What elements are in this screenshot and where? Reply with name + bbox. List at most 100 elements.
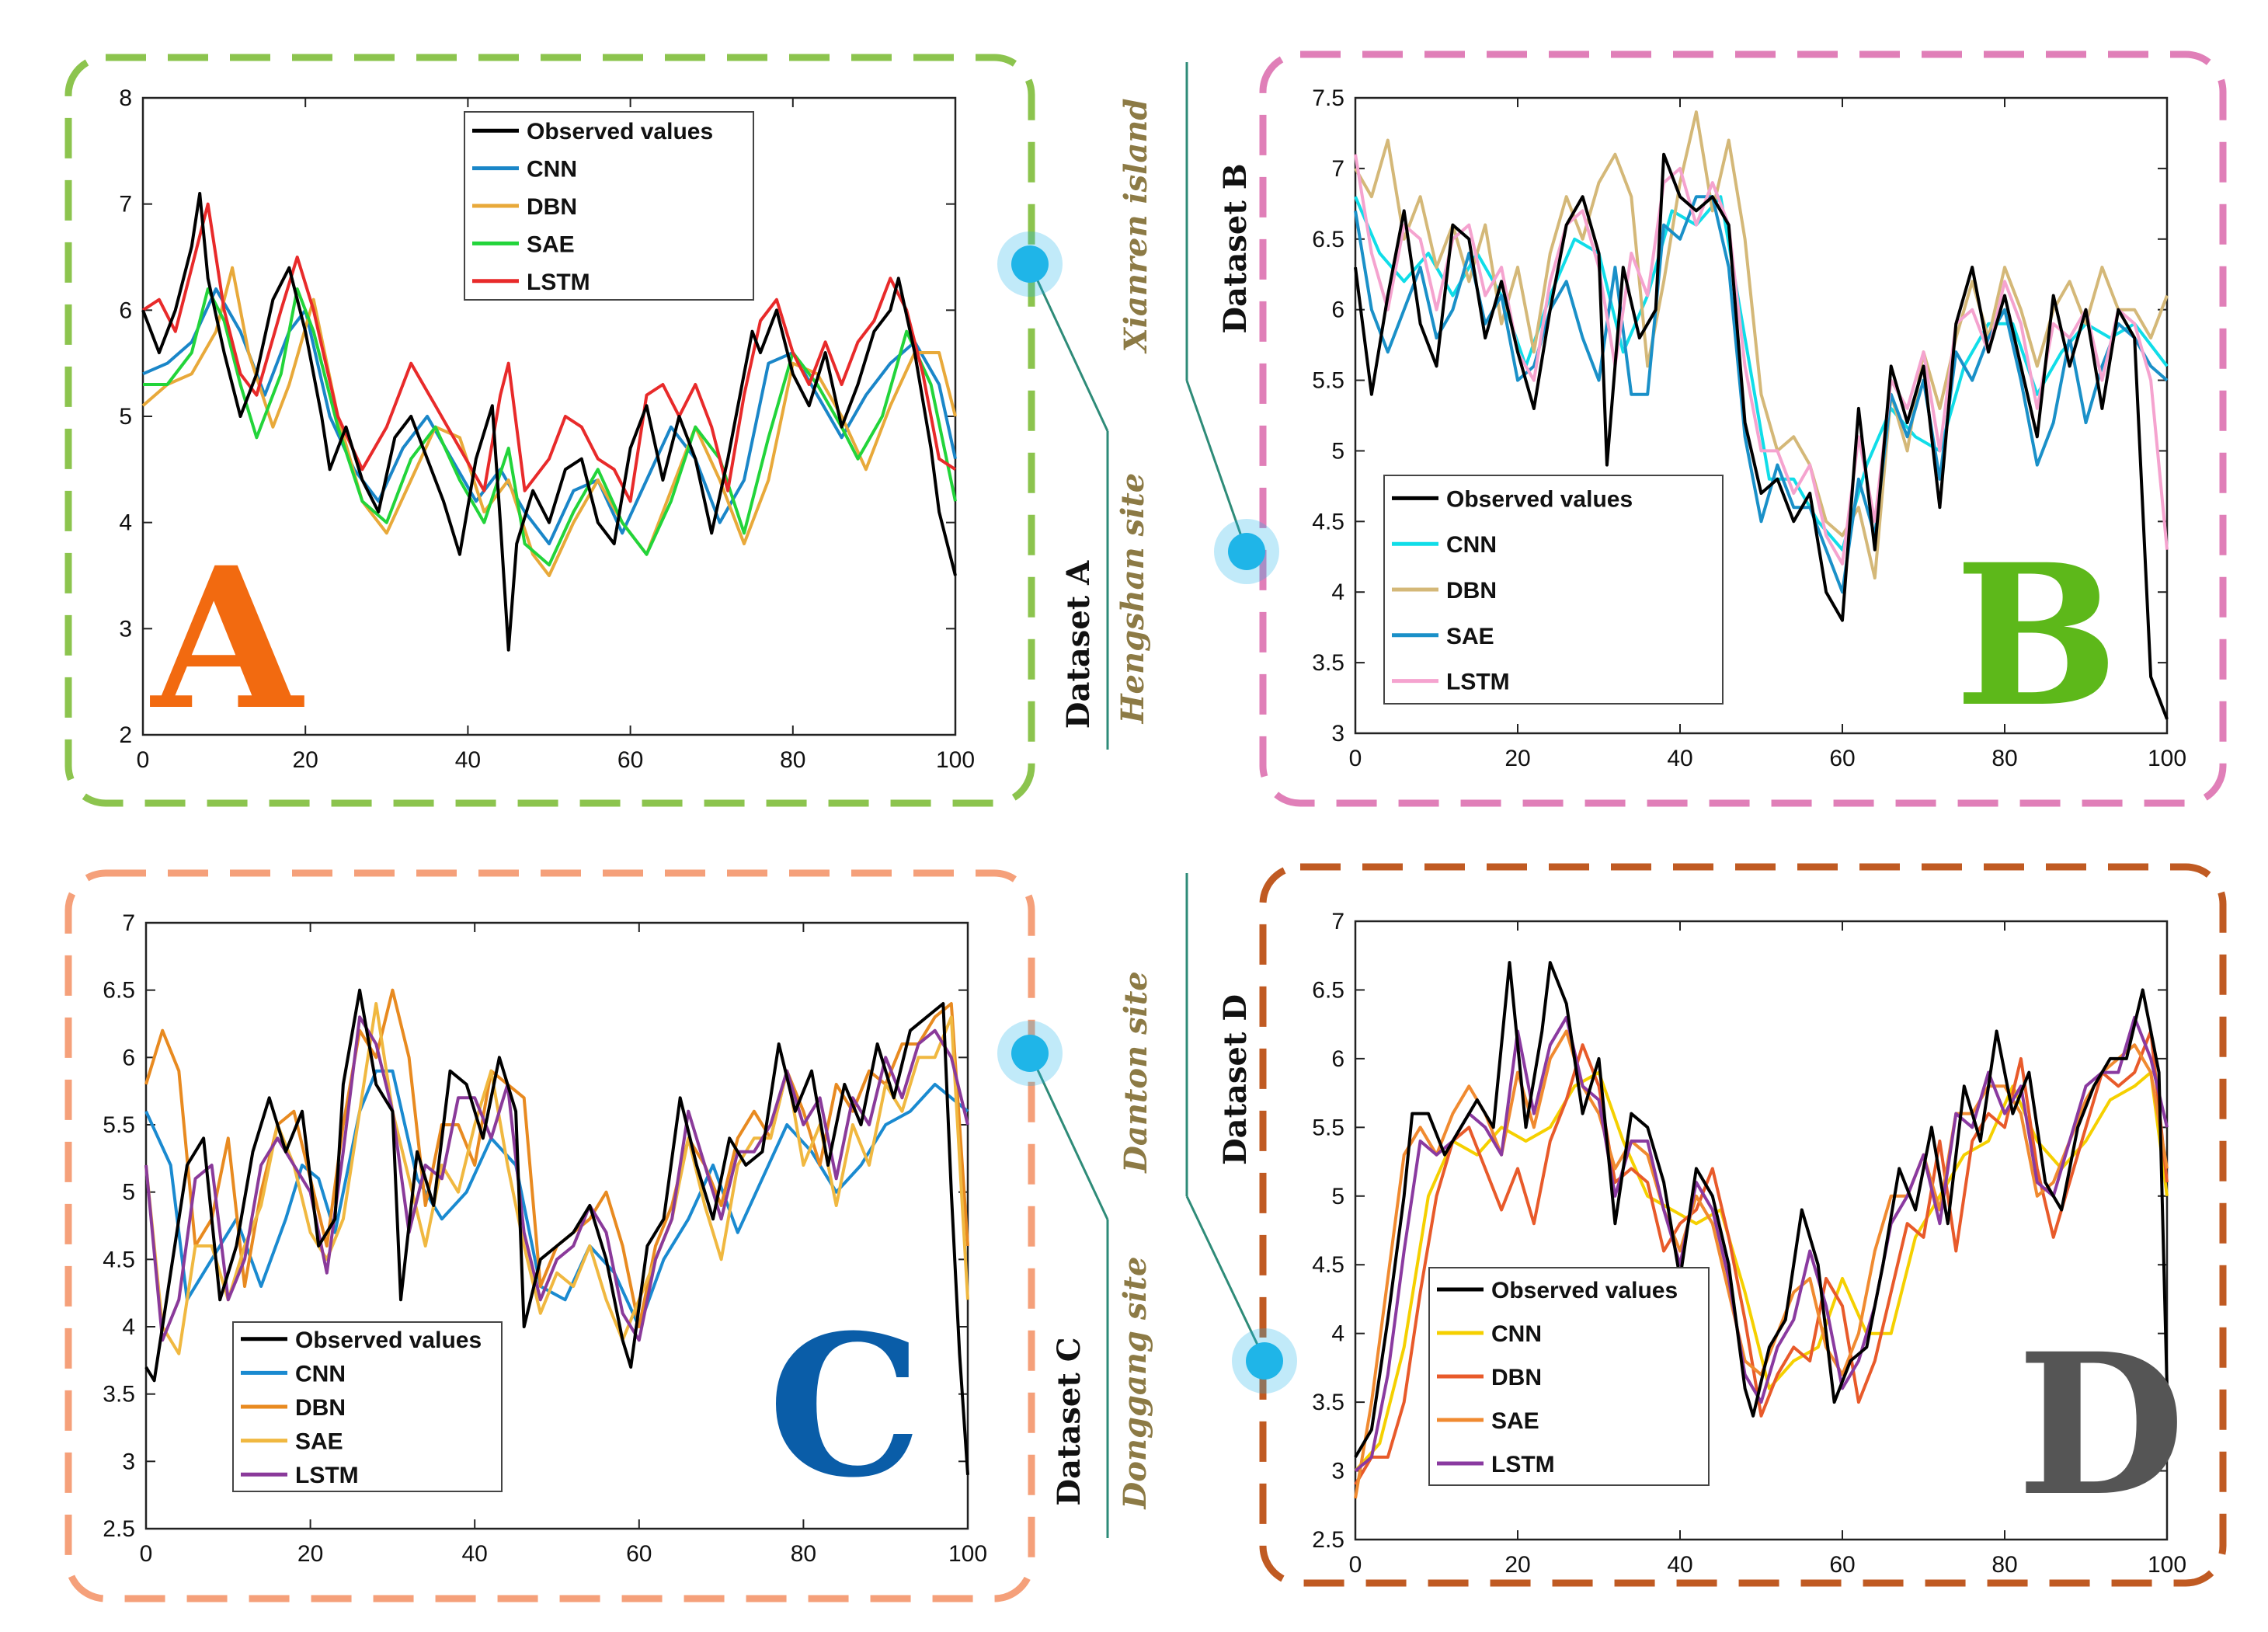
- panel-letter: C: [768, 1292, 923, 1520]
- y-tick-label: 7: [122, 910, 135, 936]
- legend-entry: LSTM: [295, 1463, 359, 1488]
- connector-line: [1185, 1195, 1266, 1360]
- legend-entry: DBN: [1446, 578, 1497, 604]
- legend-entry: CNN: [1491, 1321, 1542, 1347]
- y-tick-label: 2.5: [103, 1516, 135, 1542]
- legend-entry: Observed values: [295, 1328, 482, 1353]
- series-line-cnn: [1354, 195, 2169, 552]
- x-tick-label: 60: [626, 1541, 652, 1567]
- connector-node: [1246, 1342, 1283, 1380]
- legend: Observed values CNN DBN SAE LSTM: [464, 111, 754, 301]
- series-line-cnn: [142, 287, 957, 545]
- x-tick-label: 40: [462, 1541, 488, 1567]
- y-tick-label: 3: [1331, 1459, 1344, 1484]
- legend-entry: Observed values: [1446, 486, 1633, 512]
- y-tick-label: 4.5: [1312, 509, 1344, 534]
- x-tick-label: 40: [455, 747, 481, 773]
- x-tick-label: 40: [1667, 1552, 1692, 1578]
- series-line-observed-values: [1354, 961, 2169, 1458]
- legend: Observed values CNN DBN SAE LSTM: [232, 1321, 503, 1492]
- y-tick-label: 3: [119, 616, 132, 642]
- x-tick-label: 100: [936, 747, 975, 773]
- series-line-lstm: [141, 202, 957, 503]
- series-line-dbn: [141, 266, 957, 577]
- y-tick-label: 4: [1331, 1321, 1344, 1347]
- y-tick-label: 5.5: [1312, 1115, 1344, 1140]
- site-label: Xianren island: [1118, 99, 1154, 355]
- y-tick-label: 4: [122, 1314, 135, 1340]
- y-tick-label: 7: [119, 192, 132, 217]
- y-tick-label: 5: [1331, 438, 1344, 464]
- dataset-label: Dataset D: [1217, 994, 1254, 1165]
- y-tick-label: 4: [1331, 579, 1344, 605]
- connector-line: [1028, 1053, 1109, 1220]
- series-line-lstm: [1354, 1015, 2169, 1473]
- panel-c: 0 20 40 60 80 100 2.5 3 3.5 4 4.5 5 5.5 6 6.5 7 Observed…: [64, 869, 1153, 1602]
- legend-entry: SAE: [295, 1429, 343, 1455]
- legend-entry: LSTM: [1446, 670, 1510, 695]
- x-tick-label: 0: [140, 1541, 153, 1567]
- connector-node: [1228, 533, 1265, 570]
- y-tick-label: 5: [122, 1180, 135, 1206]
- panel-d: 0 20 40 60 80 100 2.5 3 3.5 4 4.5 5 5.5 6 6.5 7 Observed…: [1118, 863, 2227, 1587]
- site-label: Donggang site: [1117, 1257, 1153, 1510]
- legend-entry: DBN: [527, 194, 577, 220]
- y-tick-label: 6: [1331, 1046, 1344, 1072]
- y-tick-label: 7: [1331, 909, 1344, 934]
- series-line-observed-values: [141, 192, 957, 652]
- legend: Observed values CNN DBN SAE LSTM: [1383, 475, 1724, 705]
- x-tick-label: 80: [791, 1541, 816, 1567]
- y-tick-label: 3.5: [103, 1382, 135, 1408]
- x-tick-label: 0: [1349, 1552, 1362, 1578]
- series-line-cnn: [144, 1069, 969, 1328]
- legend-entry: DBN: [1491, 1365, 1542, 1390]
- y-tick-label: 5.5: [1312, 368, 1344, 394]
- panel-frame: [64, 869, 1035, 1602]
- connector-node: [1011, 1035, 1049, 1072]
- y-tick-label: 3.5: [1312, 1390, 1344, 1415]
- panel-letter: A: [150, 524, 304, 753]
- dataset-label: Dataset A: [1060, 560, 1097, 729]
- x-tick-label: 60: [617, 747, 643, 773]
- panel-letter: B: [1954, 521, 2118, 750]
- series-line-sae: [143, 287, 957, 567]
- y-tick-label: 4.5: [103, 1247, 135, 1272]
- series-line-dbn: [1354, 110, 2169, 579]
- y-tick-label: 6.5: [1312, 977, 1344, 1003]
- legend-entry: Observed values: [1491, 1278, 1678, 1303]
- x-tick-label: 20: [293, 747, 318, 773]
- dataset-label: Dataset B: [1217, 163, 1254, 333]
- panel-frame: [1259, 863, 2227, 1587]
- legend-entry: CNN: [295, 1361, 346, 1387]
- x-tick-label: 60: [1829, 746, 1855, 771]
- legend-entry: LSTM: [527, 270, 590, 295]
- panel-frame: [64, 54, 1035, 807]
- x-tick-label: 20: [297, 1541, 323, 1567]
- legend-entry: DBN: [295, 1395, 346, 1421]
- site-label: Danton site: [1118, 971, 1154, 1174]
- y-tick-label: 6.5: [1312, 227, 1344, 252]
- connector-node: [1011, 245, 1049, 283]
- x-tick-label: 40: [1667, 746, 1692, 771]
- connectors: [997, 62, 1297, 1538]
- y-tick-label: 2.5: [1312, 1527, 1344, 1553]
- x-tick-label: 100: [948, 1541, 987, 1567]
- y-tick-label: 6: [122, 1045, 135, 1070]
- dataset-label: Dataset C: [1051, 1337, 1087, 1505]
- x-tick-label: 100: [2148, 746, 2186, 771]
- legend-entry: LSTM: [1491, 1452, 1555, 1477]
- y-tick-label: 7.5: [1312, 85, 1344, 111]
- series-line-lstm: [1354, 154, 2169, 565]
- series-line-dbn: [1354, 1029, 2169, 1486]
- y-tick-label: 3.5: [1312, 650, 1344, 676]
- y-tick-label: 5: [119, 404, 132, 430]
- legend-entry: CNN: [1446, 532, 1497, 558]
- y-tick-label: 7: [1331, 156, 1344, 182]
- x-tick-label: 20: [1504, 746, 1530, 771]
- panel-frame: [1259, 50, 2227, 807]
- x-tick-label: 20: [1504, 1552, 1530, 1578]
- x-tick-label: 0: [1349, 746, 1362, 771]
- series-line-observed-values: [1354, 152, 2169, 720]
- y-tick-label: 3: [1331, 721, 1344, 746]
- x-tick-label: 80: [780, 747, 805, 773]
